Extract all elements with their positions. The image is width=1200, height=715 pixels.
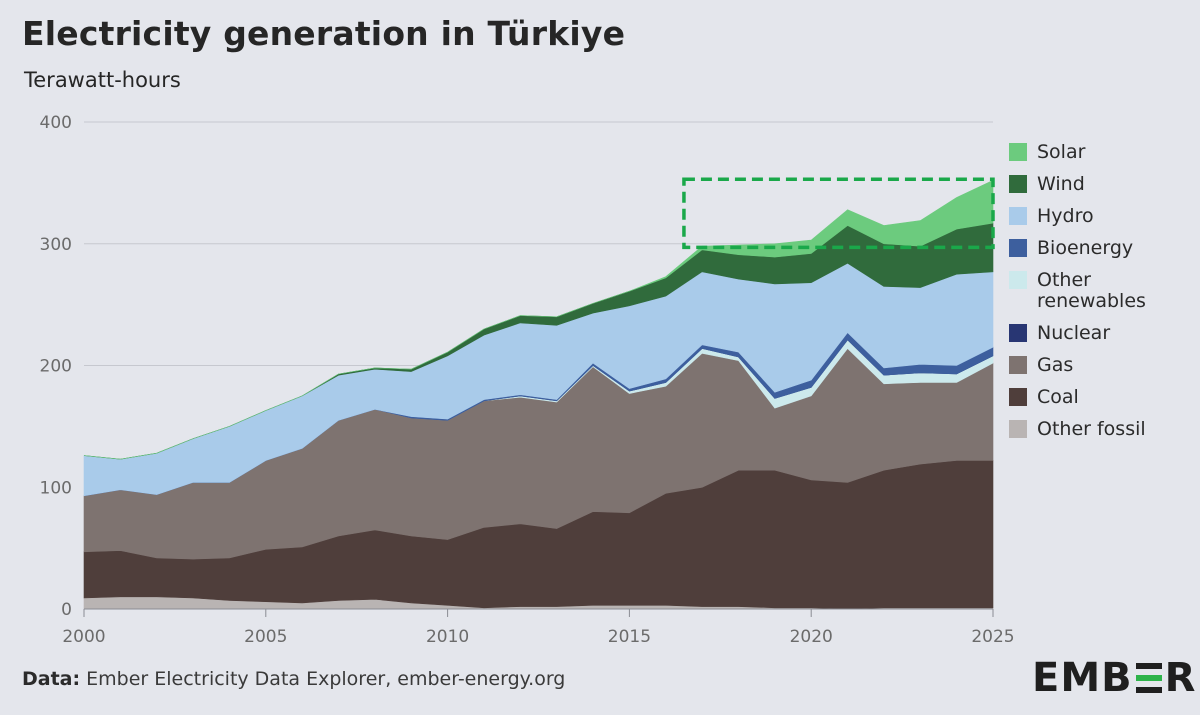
source-note: Data: Ember Electricity Data Explorer, e…	[22, 668, 565, 690]
highlight-box	[682, 177, 995, 250]
legend-item-bioenergy: Bioenergy	[1009, 238, 1167, 259]
legend-label-bioenergy: Bioenergy	[1037, 237, 1134, 259]
logo-text-left: EMB	[1032, 655, 1133, 701]
legend-swatch-solar	[1009, 143, 1027, 161]
legend-swatch-other-renewables	[1009, 271, 1027, 289]
legend-label-other-fossil: Other fossil	[1037, 418, 1146, 440]
legend-label-gas: Gas	[1037, 354, 1074, 376]
chart-subtitle: Terawatt-hours	[24, 68, 181, 92]
source-text: Ember Electricity Data Explorer, ember-e…	[80, 668, 566, 690]
x-tick-label-2005: 2005	[244, 627, 287, 647]
logo-text-right: R	[1164, 655, 1197, 701]
logo-e-mark	[1135, 663, 1162, 693]
legend-item-hydro: Hydro	[1009, 206, 1167, 227]
legend-label-solar: Solar	[1037, 141, 1086, 163]
legend-label-hydro: Hydro	[1037, 205, 1094, 227]
legend-swatch-hydro	[1009, 207, 1027, 225]
x-tick-label-2020: 2020	[790, 627, 833, 647]
legend-item-wind: Wind	[1009, 174, 1167, 195]
x-tick-label-2025: 2025	[971, 627, 1014, 647]
legend-item-coal: Coal	[1009, 387, 1167, 408]
legend-swatch-wind	[1009, 175, 1027, 193]
y-tick-label-100: 100	[40, 478, 72, 498]
y-tick-label-200: 200	[40, 357, 72, 377]
legend-item-other-fossil: Other fossil	[1009, 419, 1167, 440]
chart-title: Electricity generation in Türkiye	[22, 14, 626, 53]
legend-item-gas: Gas	[1009, 355, 1167, 376]
legend-label-wind: Wind	[1037, 173, 1085, 195]
legend-swatch-coal	[1009, 388, 1027, 406]
x-tick-label-2000: 2000	[62, 627, 105, 647]
y-tick-label-300: 300	[40, 235, 72, 255]
y-tick-label-400: 400	[40, 113, 72, 133]
legend: Solar Wind Hydro Bioenergy Other renewables N…	[1009, 142, 1167, 451]
legend-item-nuclear: Nuclear	[1009, 323, 1167, 344]
legend-swatch-other-fossil	[1009, 420, 1027, 438]
legend-label-other-renewables: Other renewables	[1037, 269, 1146, 312]
legend-swatch-nuclear	[1009, 324, 1027, 342]
ember-logo: EMB R	[1032, 655, 1196, 701]
x-tick-label-2010: 2010	[426, 627, 469, 647]
legend-swatch-bioenergy	[1009, 239, 1027, 257]
legend-label-nuclear: Nuclear	[1037, 322, 1111, 344]
legend-item-solar: Solar	[1009, 142, 1167, 163]
y-tick-label-0: 0	[61, 600, 72, 620]
x-tick-label-2015: 2015	[608, 627, 651, 647]
legend-label-coal: Coal	[1037, 386, 1079, 408]
legend-swatch-gas	[1009, 356, 1027, 374]
source-label: Data:	[22, 668, 81, 690]
legend-item-other-renewables: Other renewables	[1009, 270, 1167, 312]
